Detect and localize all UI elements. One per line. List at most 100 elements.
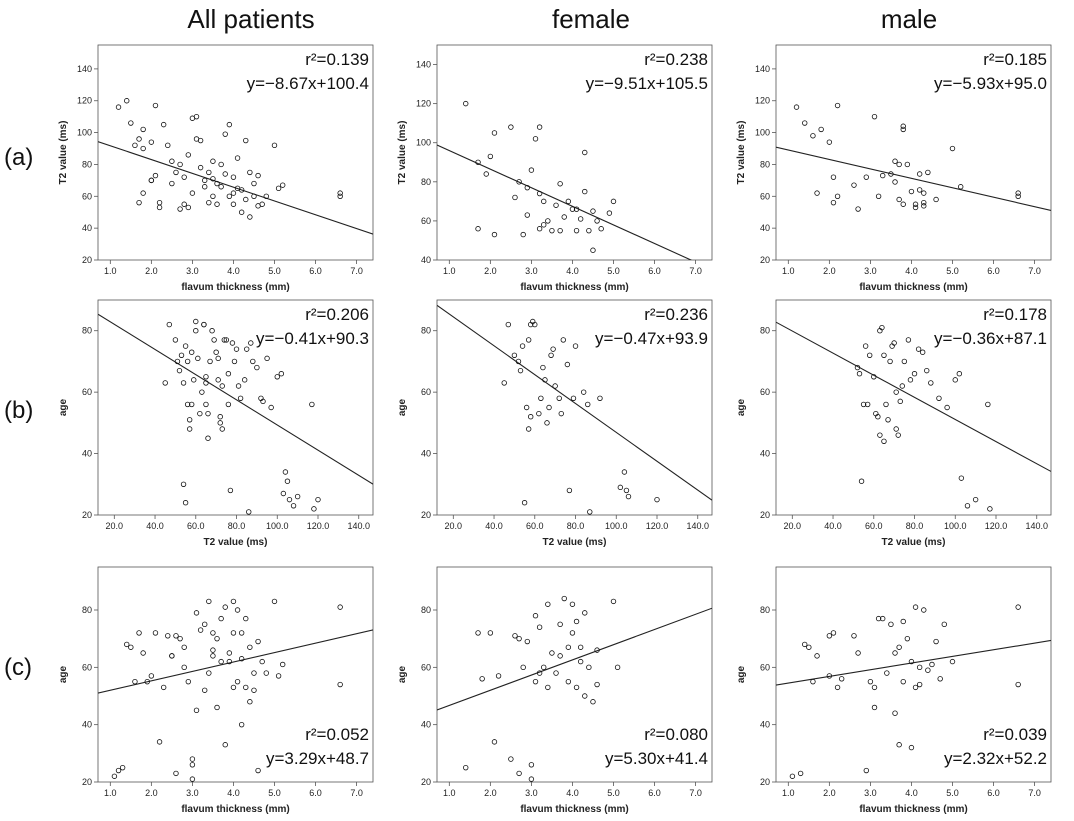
data-point: [229, 340, 236, 346]
data-point: [542, 377, 548, 383]
data-point: [550, 346, 556, 352]
data-point: [621, 469, 628, 475]
data-point: [243, 137, 249, 144]
data-point: [243, 615, 249, 622]
data-point: [271, 142, 278, 149]
data-point: [263, 193, 269, 199]
data-point: [884, 670, 890, 676]
data-point: [156, 204, 163, 211]
x-tick-label: 1.0: [443, 788, 456, 798]
data-point: [491, 231, 498, 238]
x-tick-label: 4.0: [227, 788, 240, 798]
data-point: [241, 377, 248, 383]
data-point: [919, 349, 926, 355]
data-point: [233, 346, 240, 352]
data-point: [897, 398, 903, 405]
data-point: [900, 201, 906, 207]
data-point: [899, 383, 905, 389]
data-point: [512, 194, 518, 201]
data-point: [193, 318, 199, 325]
data-point: [880, 615, 886, 622]
data-point: [286, 496, 293, 503]
r-squared-label: r²=0.139: [305, 50, 369, 69]
data-point: [893, 389, 899, 395]
r-squared-label: r²=0.236: [644, 305, 708, 324]
data-point: [226, 121, 233, 128]
y-axis-title: age: [736, 398, 747, 416]
data-point: [178, 352, 185, 358]
data-point: [793, 104, 800, 110]
plot-area-frame: [97, 566, 374, 783]
data-point: [311, 506, 317, 512]
data-layer: [98, 98, 373, 235]
data-point: [892, 650, 898, 656]
data-point: [528, 762, 535, 768]
x-tick-label: 4.0: [566, 266, 579, 276]
data-point: [557, 653, 563, 659]
y-tick-label: 40: [760, 223, 770, 233]
data-point: [871, 374, 877, 380]
plot-area-frame: [775, 299, 1052, 516]
data-point: [964, 503, 971, 509]
data-point: [162, 380, 168, 386]
x-tick-label: 100.0: [266, 521, 289, 531]
y-axis-title: T2 value (ms): [397, 121, 408, 185]
x-axis-title: flavum thickness (mm): [181, 282, 289, 293]
data-point: [251, 687, 257, 693]
data-point: [936, 395, 942, 401]
data-point: [921, 203, 927, 209]
data-point: [136, 199, 142, 206]
data-point: [294, 493, 301, 500]
x-tick-label: 60.0: [187, 521, 205, 531]
data-point: [185, 152, 191, 158]
data-point: [564, 361, 571, 368]
data-point: [119, 764, 126, 771]
data-point: [487, 153, 494, 160]
y-tick-label: 60: [421, 216, 431, 226]
data-point: [572, 343, 579, 349]
y-tick-label: 60: [82, 191, 92, 201]
data-point: [1015, 681, 1021, 688]
data-point: [516, 635, 522, 642]
data-point: [577, 216, 584, 222]
data-point: [337, 681, 343, 688]
data-point: [479, 676, 485, 682]
data-point: [234, 678, 241, 685]
data-point: [184, 358, 191, 365]
x-tick-label: 5.0: [946, 266, 959, 276]
data-point: [573, 684, 580, 691]
x-tick-label: 40.0: [146, 521, 164, 531]
data-point: [280, 182, 286, 188]
data-point: [887, 358, 893, 365]
data-point: [949, 658, 956, 665]
data-point: [177, 635, 183, 642]
data-point: [556, 395, 562, 401]
y-tick-label: 60: [82, 662, 92, 672]
data-point: [227, 487, 234, 494]
data-point: [928, 380, 934, 386]
data-point: [871, 684, 878, 691]
data-point: [545, 684, 551, 691]
data-point: [900, 123, 906, 129]
x-tick-label: 7.0: [689, 266, 702, 276]
data-point: [958, 475, 965, 481]
data-point: [337, 193, 343, 199]
data-point: [238, 721, 245, 728]
data-point: [594, 681, 600, 688]
data-point: [925, 667, 931, 673]
regression-equation-label: y=2.32x+52.2: [944, 749, 1047, 768]
data-point: [875, 414, 881, 420]
x-tick-label: 3.0: [864, 788, 877, 798]
data-point: [532, 321, 538, 328]
data-point: [165, 142, 171, 149]
data-point: [199, 389, 205, 395]
data-layer: [98, 313, 373, 515]
data-point: [271, 598, 278, 605]
data-point: [912, 204, 919, 211]
y-tick-label: 20: [421, 510, 431, 520]
data-point: [573, 227, 580, 234]
data-point: [475, 226, 481, 232]
data-point: [219, 426, 225, 432]
data-point: [958, 184, 964, 190]
y-tick-label: 140: [77, 64, 92, 74]
